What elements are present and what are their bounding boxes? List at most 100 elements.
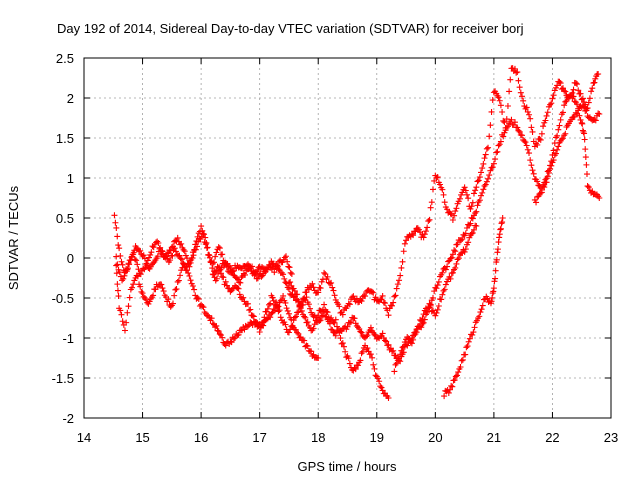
data-point bbox=[287, 326, 294, 333]
data-point bbox=[364, 345, 371, 352]
data-point bbox=[537, 189, 544, 196]
data-point bbox=[397, 351, 404, 358]
data-point bbox=[389, 302, 396, 309]
data-point bbox=[167, 247, 174, 254]
data-point bbox=[398, 347, 405, 354]
data-point bbox=[328, 326, 335, 333]
data-point bbox=[307, 305, 314, 312]
data-point bbox=[249, 263, 256, 270]
data-point bbox=[119, 261, 126, 268]
data-point bbox=[426, 216, 433, 223]
data-point bbox=[428, 199, 435, 206]
data-point bbox=[497, 102, 504, 109]
data-point bbox=[452, 248, 459, 255]
data-point bbox=[295, 330, 302, 337]
data-point bbox=[557, 116, 564, 123]
data-point bbox=[113, 224, 120, 231]
data-point bbox=[596, 111, 603, 117]
data-point bbox=[348, 318, 355, 325]
data-point bbox=[133, 244, 140, 251]
data-point bbox=[482, 181, 489, 188]
data-point bbox=[476, 174, 483, 181]
data-point bbox=[439, 291, 446, 298]
data-point bbox=[477, 309, 484, 316]
data-point bbox=[420, 234, 427, 241]
data-point bbox=[275, 308, 282, 315]
data-point bbox=[309, 280, 316, 287]
data-point bbox=[284, 307, 291, 314]
x-tick-label: 17 bbox=[252, 430, 266, 445]
data-point bbox=[150, 292, 157, 299]
data-point bbox=[490, 160, 497, 167]
series-7 bbox=[531, 92, 603, 206]
data-point bbox=[135, 266, 142, 273]
data-point bbox=[150, 260, 157, 267]
data-point bbox=[383, 338, 390, 345]
data-point bbox=[374, 375, 381, 382]
data-point bbox=[583, 161, 590, 168]
data-point bbox=[392, 292, 399, 299]
data-point bbox=[339, 311, 346, 318]
data-point bbox=[552, 150, 559, 157]
data-point bbox=[529, 167, 536, 174]
data-point bbox=[469, 215, 476, 222]
data-point bbox=[274, 263, 281, 270]
data-point bbox=[543, 112, 550, 119]
data-point bbox=[379, 330, 386, 337]
data-point bbox=[452, 208, 459, 215]
data-point bbox=[182, 252, 189, 259]
data-point bbox=[282, 321, 289, 328]
data-point bbox=[575, 87, 582, 94]
data-point bbox=[397, 272, 404, 279]
data-point bbox=[353, 322, 360, 329]
data-point bbox=[579, 102, 586, 109]
data-point bbox=[310, 313, 317, 320]
data-point bbox=[227, 338, 234, 345]
data-point bbox=[358, 298, 365, 305]
data-point bbox=[511, 119, 518, 126]
data-point bbox=[114, 287, 121, 294]
data-point bbox=[177, 272, 184, 279]
data-point bbox=[290, 317, 297, 324]
data-point bbox=[118, 311, 125, 318]
data-point bbox=[274, 303, 281, 310]
data-point bbox=[490, 285, 497, 292]
data-point bbox=[494, 249, 501, 256]
data-point bbox=[520, 97, 527, 104]
data-point bbox=[247, 306, 254, 313]
data-point bbox=[189, 282, 196, 289]
data-point bbox=[145, 254, 152, 261]
data-point bbox=[202, 241, 209, 248]
data-point bbox=[420, 311, 427, 318]
data-point bbox=[194, 243, 201, 250]
data-point bbox=[271, 269, 278, 276]
x-tick-label: 15 bbox=[135, 430, 149, 445]
data-point bbox=[260, 270, 267, 277]
data-point bbox=[208, 315, 215, 322]
data-point bbox=[367, 351, 374, 358]
y-tick-label: -2 bbox=[62, 411, 74, 426]
x-tick-label: 18 bbox=[311, 430, 325, 445]
series-5 bbox=[391, 222, 480, 375]
data-point bbox=[291, 314, 298, 321]
data-point bbox=[456, 195, 463, 202]
data-point bbox=[542, 176, 549, 183]
data-point bbox=[462, 246, 469, 253]
series-8 bbox=[113, 230, 295, 286]
data-point bbox=[376, 378, 383, 385]
data-point bbox=[285, 263, 292, 270]
data-point bbox=[285, 329, 292, 336]
data-point bbox=[559, 85, 566, 92]
data-point bbox=[595, 110, 602, 117]
data-point bbox=[254, 275, 261, 282]
data-point bbox=[315, 355, 322, 361]
data-point bbox=[127, 257, 134, 264]
data-point bbox=[427, 204, 434, 211]
data-point bbox=[197, 236, 204, 243]
data-point bbox=[282, 299, 289, 306]
data-point bbox=[557, 80, 564, 87]
data-point bbox=[527, 157, 534, 164]
data-point bbox=[114, 261, 121, 268]
data-point bbox=[261, 314, 268, 321]
data-point bbox=[308, 348, 315, 355]
